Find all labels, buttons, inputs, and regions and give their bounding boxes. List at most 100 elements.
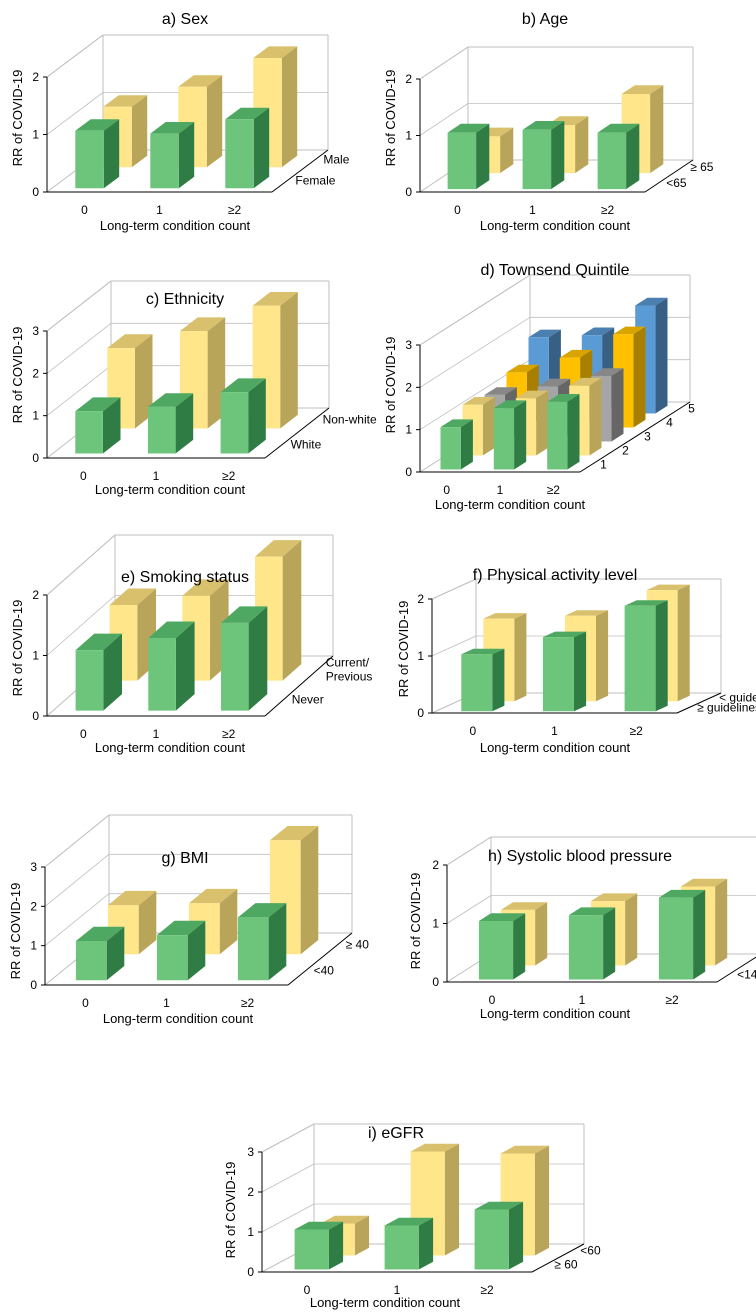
x-tick-label: 0 (443, 483, 450, 497)
x-tick-label: 1 (153, 469, 160, 483)
bar-side (178, 122, 195, 189)
bar-top (410, 1143, 460, 1152)
bar--60-2 (474, 1201, 524, 1270)
y-tick-label: 0 (405, 465, 412, 479)
bar-top (237, 903, 287, 918)
gridline-side (419, 103, 469, 136)
gridline-side (431, 635, 477, 657)
y-tick-label: 0 (32, 185, 39, 199)
series-label: Male (323, 152, 349, 166)
bar--40-1 (156, 920, 206, 981)
bar-side (106, 926, 125, 981)
bar-top (103, 95, 148, 107)
y-tick-label: 0 (32, 709, 39, 723)
gridline-side (46, 534, 116, 596)
gridline-side (431, 578, 477, 600)
bar-top (109, 588, 156, 605)
series-label: Never (292, 693, 324, 707)
floor-right-edge (264, 407, 330, 459)
gridline-side (44, 814, 110, 868)
bar-top (474, 1201, 524, 1210)
bar-top (253, 46, 298, 58)
bar-top (624, 600, 668, 606)
bar-side (248, 378, 266, 454)
bar-front (148, 638, 176, 711)
x-tick-label: 1 (153, 727, 160, 741)
bar-top (564, 610, 609, 616)
bar-side (677, 584, 690, 702)
series-label: White (291, 437, 322, 451)
bar-top (150, 122, 195, 134)
bar-side (626, 123, 640, 190)
x-tick-label: 1 (394, 1283, 401, 1297)
bar-4-2 (613, 326, 646, 428)
bar--140-0 (478, 913, 526, 980)
bar-side (650, 85, 664, 174)
series-label: Current/Previous (326, 656, 373, 684)
bar-top (225, 107, 270, 120)
bar-side (281, 46, 298, 168)
bar-top (658, 889, 706, 898)
bar-front (658, 897, 694, 980)
bar-front (547, 401, 568, 470)
bar-top (478, 913, 526, 921)
y-tick-label: 3 (32, 324, 39, 338)
bar-top (591, 368, 624, 376)
bar-front (75, 650, 104, 711)
bar-front (156, 935, 188, 981)
gridline-side (261, 1203, 315, 1233)
x-tick-label: 1 (156, 203, 163, 217)
chart-title: e) Smoking status (121, 569, 249, 586)
bar-side (280, 292, 298, 429)
bar-front (220, 392, 249, 454)
bar-never-0 (75, 633, 122, 711)
floor-right-edge (676, 692, 722, 714)
bar-top (75, 926, 125, 941)
bar-side (603, 907, 616, 980)
bar-top (180, 317, 226, 332)
y-tick-label: 1 (30, 939, 37, 953)
bar-top (515, 390, 549, 399)
chart-title: c) Ethnicity (146, 291, 224, 308)
bar-top (568, 907, 616, 916)
series-label: 3 (644, 429, 651, 443)
y-tick-label: 2 (30, 899, 37, 913)
bar-side (102, 397, 121, 454)
bar-front (440, 427, 461, 470)
x-tick-label: ≥2 (480, 1283, 494, 1297)
bar-side (248, 606, 268, 711)
bar-side (535, 902, 548, 966)
floor-right-edge (579, 401, 691, 473)
floor-right-edge (644, 159, 694, 193)
bar--40-0 (75, 926, 125, 981)
bar-front (568, 915, 604, 980)
bar-side (482, 397, 495, 456)
bar-top (107, 334, 153, 349)
bar-side (633, 326, 646, 428)
bar-top (75, 119, 120, 131)
gridline-side (419, 316, 531, 388)
gridline-side (419, 46, 469, 80)
bar-front (221, 622, 249, 711)
y-tick-label: 3 (30, 860, 37, 874)
bar-front (150, 133, 179, 189)
bar-front (75, 411, 103, 454)
chart-title: h) Systolic blood pressure (488, 848, 672, 865)
bar-side (418, 1217, 434, 1270)
x-tick-label: ≥2 (228, 203, 242, 217)
x-axis-label: Long-term condition count (100, 218, 251, 233)
bar-side (575, 116, 589, 174)
y-tick-label: 2 (247, 1185, 254, 1199)
gridline-side (419, 274, 531, 346)
bar-top (537, 378, 571, 387)
x-axis-label: Long-term condition count (95, 740, 246, 755)
series-label: <65 (666, 176, 687, 190)
bar-side (534, 1145, 550, 1256)
series-label: 4 (666, 415, 673, 429)
bar-female-1 (150, 122, 195, 189)
bar-top (581, 327, 615, 336)
bar-side (492, 648, 505, 712)
bar-white-2 (220, 378, 266, 454)
